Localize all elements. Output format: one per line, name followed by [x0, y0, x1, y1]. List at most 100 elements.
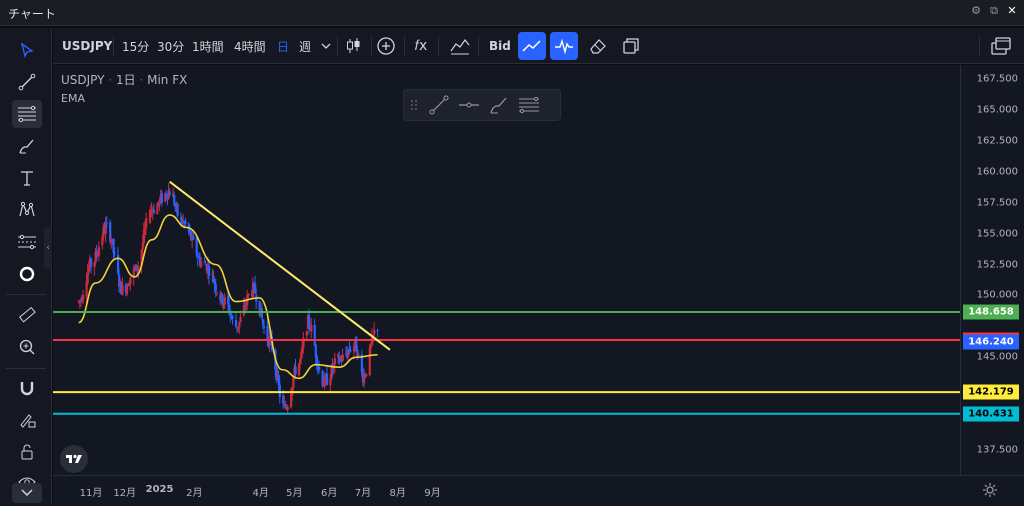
candle-body	[302, 337, 305, 348]
chevron-down-icon	[321, 43, 331, 49]
interval-15m[interactable]: 15分	[122, 39, 150, 54]
candle-body	[357, 353, 360, 356]
legend-source: Min FX	[147, 73, 188, 87]
indicators-button[interactable]: 𝑓x	[407, 32, 435, 60]
candle-body	[345, 353, 348, 355]
candle-body	[229, 313, 232, 315]
symbol-search-button[interactable]: USDJPY	[62, 39, 113, 53]
candle-body	[215, 292, 219, 294]
chart-pane[interactable]: USDJPY · 1日 · Min FX EMA	[53, 65, 960, 475]
layout-button[interactable]	[987, 32, 1015, 60]
float-fib-button[interactable]	[514, 91, 544, 119]
shape-tool[interactable]	[12, 260, 42, 288]
interval-dropdown-button[interactable]	[321, 28, 331, 64]
price-line-badge[interactable]: 146.240	[963, 334, 1019, 350]
interval-1d[interactable]: 日	[277, 39, 290, 54]
pattern-tool[interactable]	[12, 196, 42, 224]
candle-body	[330, 365, 333, 379]
tradingview-logo[interactable]	[60, 445, 88, 473]
candle-body	[94, 251, 97, 264]
fib-retracement-icon	[519, 96, 539, 114]
candle-body	[110, 241, 113, 243]
price-chart[interactable]	[53, 65, 960, 475]
candle-body	[81, 298, 84, 301]
candle-body	[297, 363, 301, 376]
brush-icon	[19, 139, 34, 154]
zoom-tool[interactable]	[12, 333, 42, 361]
candle-body	[86, 272, 89, 284]
cursor-tool[interactable]	[12, 36, 42, 64]
candle-body	[261, 319, 265, 325]
time-axis[interactable]: 11月 12月 2025 2月 4月 5月 6月 7月 8月 9月	[53, 475, 1024, 506]
zoom-in-icon	[19, 339, 35, 355]
magnet-tool[interactable]	[12, 374, 42, 402]
candle-body	[160, 193, 163, 203]
signal-toggle[interactable]	[550, 32, 578, 60]
line-chart-toggle[interactable]	[518, 32, 546, 60]
candle-body	[252, 283, 256, 285]
ruler-tool[interactable]	[12, 301, 42, 329]
candle-body	[159, 194, 162, 201]
float-horizontal-line-button[interactable]	[454, 91, 484, 119]
price-line-badge[interactable]: 140.431	[963, 406, 1019, 422]
floating-drawing-toolbar	[403, 89, 561, 121]
lock-tool[interactable]	[12, 438, 42, 466]
chart-settings-button[interactable]	[982, 482, 998, 498]
brush-tool[interactable]	[12, 132, 42, 160]
circle-icon	[19, 266, 35, 282]
interval-4h[interactable]: 4時間	[234, 39, 266, 54]
candle-body	[376, 329, 379, 331]
candle-body	[173, 194, 176, 205]
fib-tool[interactable]	[12, 100, 42, 128]
indicator-legend-ema[interactable]: EMA	[61, 92, 85, 105]
interval-1w[interactable]: 週	[299, 39, 312, 54]
candle-body	[284, 404, 287, 409]
chart-type-button[interactable]	[339, 32, 367, 60]
price-line-badge[interactable]: 148.658	[963, 304, 1019, 320]
candle-body	[238, 321, 241, 328]
trendline-tool[interactable]	[12, 68, 42, 96]
candle-body	[356, 349, 359, 358]
time-tick-label: 4月	[252, 488, 269, 499]
candle-body	[121, 284, 124, 295]
candle-body	[363, 374, 366, 384]
pulse-icon	[555, 38, 573, 54]
float-brush-button[interactable]	[484, 91, 514, 119]
close-icon[interactable]: ✕	[1007, 4, 1017, 17]
interval-1h[interactable]: 1時間	[192, 39, 224, 54]
price-tick-label: 152.500	[976, 259, 1018, 270]
candle-body	[275, 367, 278, 381]
candle-body	[338, 356, 341, 362]
candle-body	[267, 339, 270, 346]
price-line-badge[interactable]: 142.179	[963, 384, 1019, 400]
drag-handle[interactable]	[404, 91, 424, 119]
interval-30m[interactable]: 30分	[157, 39, 185, 54]
candle-body	[228, 304, 231, 314]
candle-body	[247, 293, 250, 296]
candle-body	[188, 230, 192, 232]
float-trendline-button[interactable]	[424, 91, 454, 119]
toolbar-divider	[6, 294, 46, 295]
candle-body	[339, 358, 342, 361]
candle-body	[152, 209, 156, 213]
collapse-toolbar-button[interactable]: ‹	[44, 228, 52, 268]
candle-body	[286, 406, 289, 411]
candle-body	[142, 230, 146, 244]
price-axis[interactable]: 167.500 165.000 162.500 160.000 157.500 155.0…	[960, 65, 1024, 475]
candle-body	[227, 295, 230, 305]
copy-button[interactable]	[617, 32, 645, 60]
lock-drawing-tool[interactable]	[12, 406, 42, 434]
candle-body	[111, 239, 114, 243]
candle-body	[158, 199, 161, 205]
bid-ask-toggle[interactable]: Bid	[489, 39, 511, 53]
forecast-tool[interactable]	[12, 228, 42, 256]
compare-button[interactable]	[372, 32, 400, 60]
templates-button[interactable]	[446, 32, 474, 60]
candle-body	[133, 266, 137, 269]
scroll-down-button[interactable]	[12, 483, 42, 503]
clear-drawings-button[interactable]	[584, 32, 612, 60]
popout-icon[interactable]: ⧉	[990, 4, 998, 17]
settings-icon[interactable]: ⚙	[971, 4, 981, 17]
candle-body	[168, 191, 171, 196]
text-tool[interactable]	[12, 164, 42, 192]
